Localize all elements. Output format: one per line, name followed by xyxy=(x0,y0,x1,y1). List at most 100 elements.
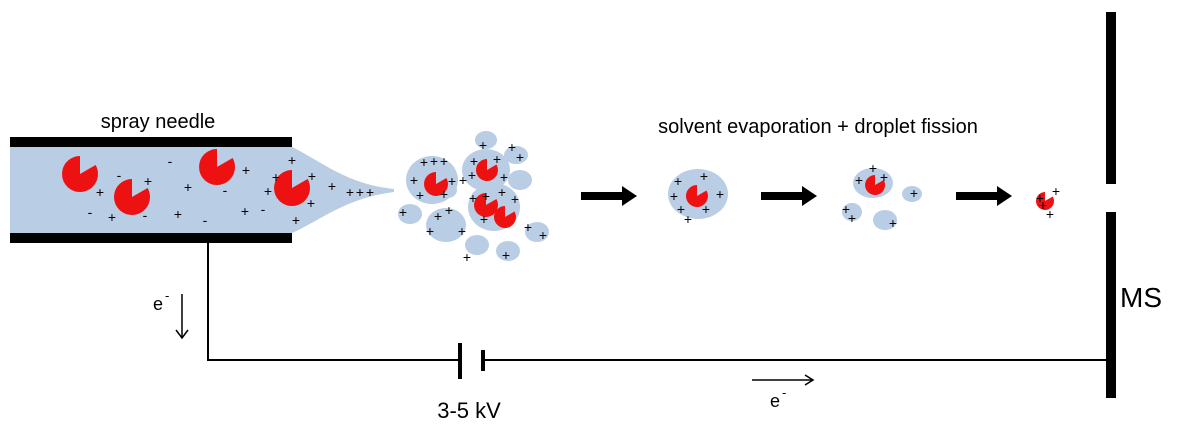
plus-charge: + xyxy=(508,139,516,155)
plus-charge: + xyxy=(677,201,685,217)
analyte-molecule xyxy=(475,158,498,181)
needle-top-wall xyxy=(10,137,292,147)
plus-charge: + xyxy=(674,173,682,189)
plus-charge: + xyxy=(702,201,710,217)
plus-charge: + xyxy=(700,168,708,184)
plus-charge: + xyxy=(356,184,364,200)
plus-charge: + xyxy=(524,219,532,235)
plus-charge: + xyxy=(493,151,501,167)
plus-charge: + xyxy=(1052,183,1060,199)
flow-arrows xyxy=(581,186,1012,206)
circuit xyxy=(207,243,1106,361)
arrow-down-icon xyxy=(175,294,189,340)
analyte-molecules xyxy=(62,149,311,215)
electron-charge-sup: - xyxy=(165,288,169,303)
plus-charge: + xyxy=(479,137,487,153)
plus-charge: + xyxy=(292,212,300,228)
taylor-cone xyxy=(290,146,394,234)
plus-charge: + xyxy=(430,153,438,169)
circuit-wire-left xyxy=(207,243,459,361)
ms-label: MS xyxy=(1120,282,1162,313)
minus-charge: - xyxy=(143,207,148,223)
plus-charge: + xyxy=(308,168,316,184)
arrow-right-icon xyxy=(581,186,637,206)
plus-charge: + xyxy=(716,186,724,202)
droplet xyxy=(525,222,549,242)
plus-charge: + xyxy=(1039,197,1047,213)
plus-charge: + xyxy=(416,187,424,203)
droplet xyxy=(504,146,528,164)
plus-charge: + xyxy=(184,179,192,195)
plus-charge: + xyxy=(539,227,547,243)
droplet xyxy=(508,170,532,190)
plus-charge: + xyxy=(426,223,434,239)
ms-plate-lower xyxy=(1106,212,1116,398)
plus-charge: + xyxy=(96,184,104,200)
gas-phase-ion: + + + + xyxy=(1036,183,1060,222)
battery-icon xyxy=(458,343,485,379)
plus-charge: + xyxy=(500,169,508,185)
droplet xyxy=(398,204,422,224)
plus-charge: + xyxy=(328,178,336,194)
minus-charge: - xyxy=(117,167,122,183)
plus-charge: + xyxy=(288,152,296,168)
droplet xyxy=(902,186,922,202)
plus-charge: + xyxy=(889,215,897,231)
arrow-right-icon xyxy=(761,186,817,206)
droplet xyxy=(873,210,897,230)
plus-charge: + xyxy=(272,169,280,185)
plus-charge: + xyxy=(480,211,488,227)
analyte-molecule xyxy=(493,205,516,228)
needle-charges: + - + - + - - + + - - + + - + + + + + + … xyxy=(88,152,374,228)
plus-charge: + xyxy=(174,206,182,222)
analyte-molecule xyxy=(62,156,99,192)
analyte-molecule xyxy=(865,175,886,195)
plus-charge: + xyxy=(848,210,856,226)
minus-charge: - xyxy=(88,204,93,220)
plus-charge: + xyxy=(869,160,877,176)
plus-charge: + xyxy=(440,186,448,202)
droplet xyxy=(668,169,728,219)
ms-plate-upper xyxy=(1106,12,1116,184)
plus-charge: + xyxy=(684,211,692,227)
arrow-right-icon xyxy=(956,186,1012,206)
plus-charge: + xyxy=(144,173,152,189)
plus-charge: + xyxy=(242,162,250,178)
plus-charge: + xyxy=(670,188,678,204)
droplet-cloud: + + + + + + + + + + + + + + + + + + + + … xyxy=(398,131,549,265)
needle-bottom-wall xyxy=(10,233,292,243)
plus-charge: + xyxy=(468,167,476,183)
analyte-molecule xyxy=(474,193,499,217)
analyte-molecule xyxy=(274,170,311,207)
droplet xyxy=(426,208,466,242)
plus-charge: + xyxy=(516,149,524,165)
plus-charge: + xyxy=(469,190,477,206)
process-label: solvent evaporation + droplet fission xyxy=(658,116,978,138)
plus-charge: + xyxy=(855,172,863,188)
electron-flow-down: e - xyxy=(153,288,189,340)
voltage-label: 3-5 kV xyxy=(437,398,501,423)
droplet xyxy=(842,203,862,221)
plus-charge: + xyxy=(842,201,850,217)
droplet xyxy=(496,241,520,261)
plus-charge: + xyxy=(511,191,519,207)
plus-charge: + xyxy=(458,223,466,239)
plus-charge: + xyxy=(346,184,354,200)
analyte-molecule xyxy=(424,172,449,196)
plus-charge: + xyxy=(470,153,478,169)
spray-needle xyxy=(10,137,394,243)
analyte-molecule xyxy=(199,149,236,185)
arrow-right-icon xyxy=(752,374,815,386)
plus-charge: + xyxy=(264,183,272,199)
minus-charge: - xyxy=(261,201,266,217)
plus-charge: + xyxy=(366,184,374,200)
plus-charge: + xyxy=(410,172,418,188)
analyte-molecule xyxy=(685,184,708,207)
analyte-molecule xyxy=(1036,192,1055,210)
electron-label: e xyxy=(770,391,780,411)
electron-charge-sup: - xyxy=(782,385,786,400)
plus-charge: + xyxy=(459,172,467,188)
plus-charge: + xyxy=(434,208,442,224)
battery-long-plate xyxy=(458,343,462,379)
